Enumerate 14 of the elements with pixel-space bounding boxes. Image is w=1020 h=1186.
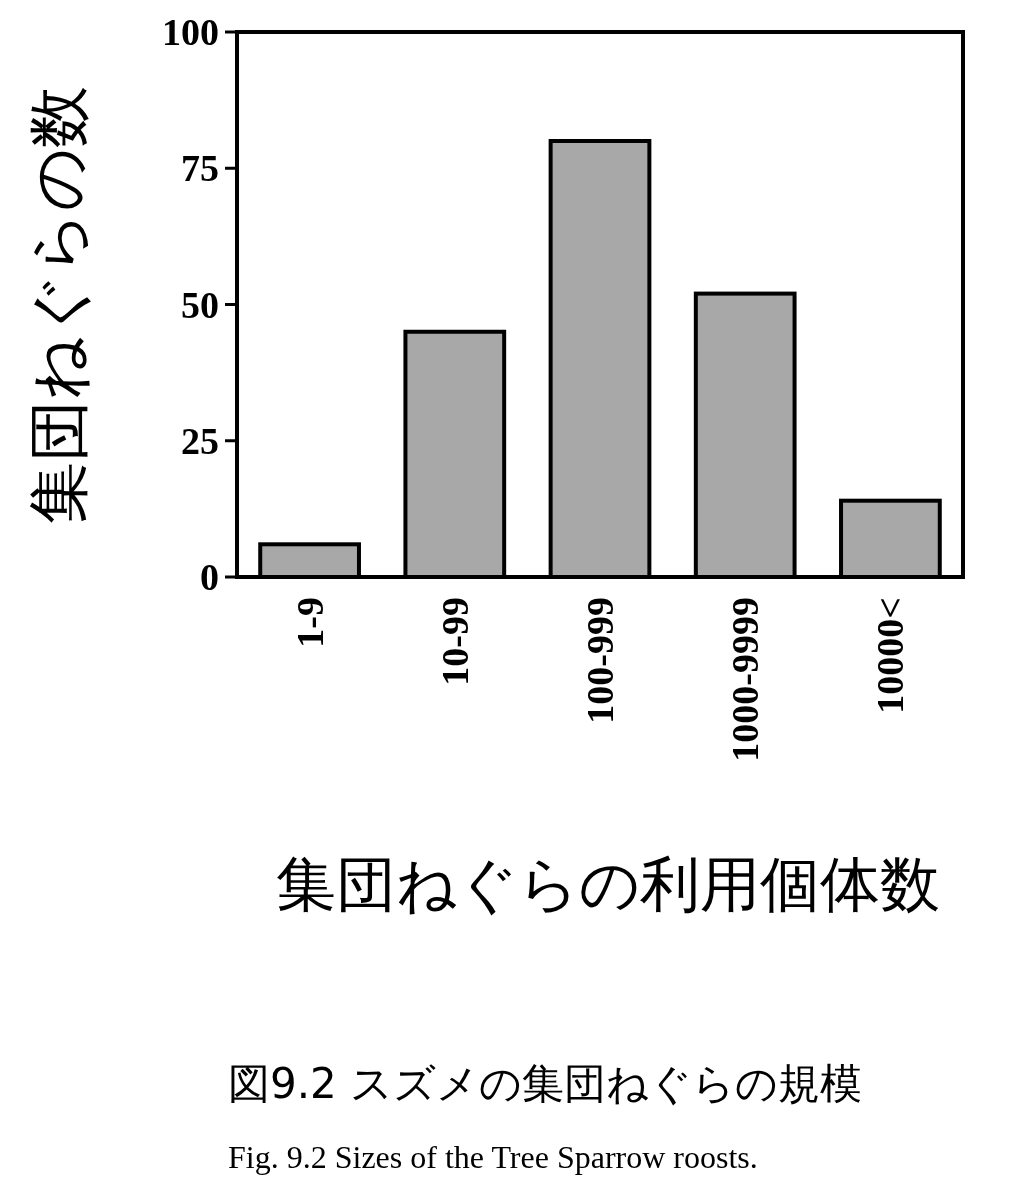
x-tick-label: 1000-9999 bbox=[724, 597, 767, 762]
x-tick-label: 10000< bbox=[869, 597, 912, 714]
y-tick-label: 50 bbox=[181, 283, 219, 326]
y-tick-label: 0 bbox=[200, 556, 219, 598]
y-tick-label: 100 bbox=[162, 11, 219, 53]
text: Fig. 9.2 Sizes of the Tree Sparrow roosts. bbox=[228, 1139, 758, 1175]
x-axis-title: 集団ねぐらの利用個体数 bbox=[276, 849, 940, 919]
x-tick-label: 100-999 bbox=[579, 597, 621, 724]
y-axis-title: 集団ねぐらの数 bbox=[22, 85, 95, 524]
y-tick-label: 25 bbox=[181, 419, 219, 462]
y-tick-label: 75 bbox=[181, 147, 219, 190]
x-tick-label: 10-99 bbox=[433, 597, 476, 686]
x-tick-label: 1-9 bbox=[288, 597, 331, 648]
text: 図9.2 スズメの集団ねぐらの規模 bbox=[228, 1059, 863, 1108]
